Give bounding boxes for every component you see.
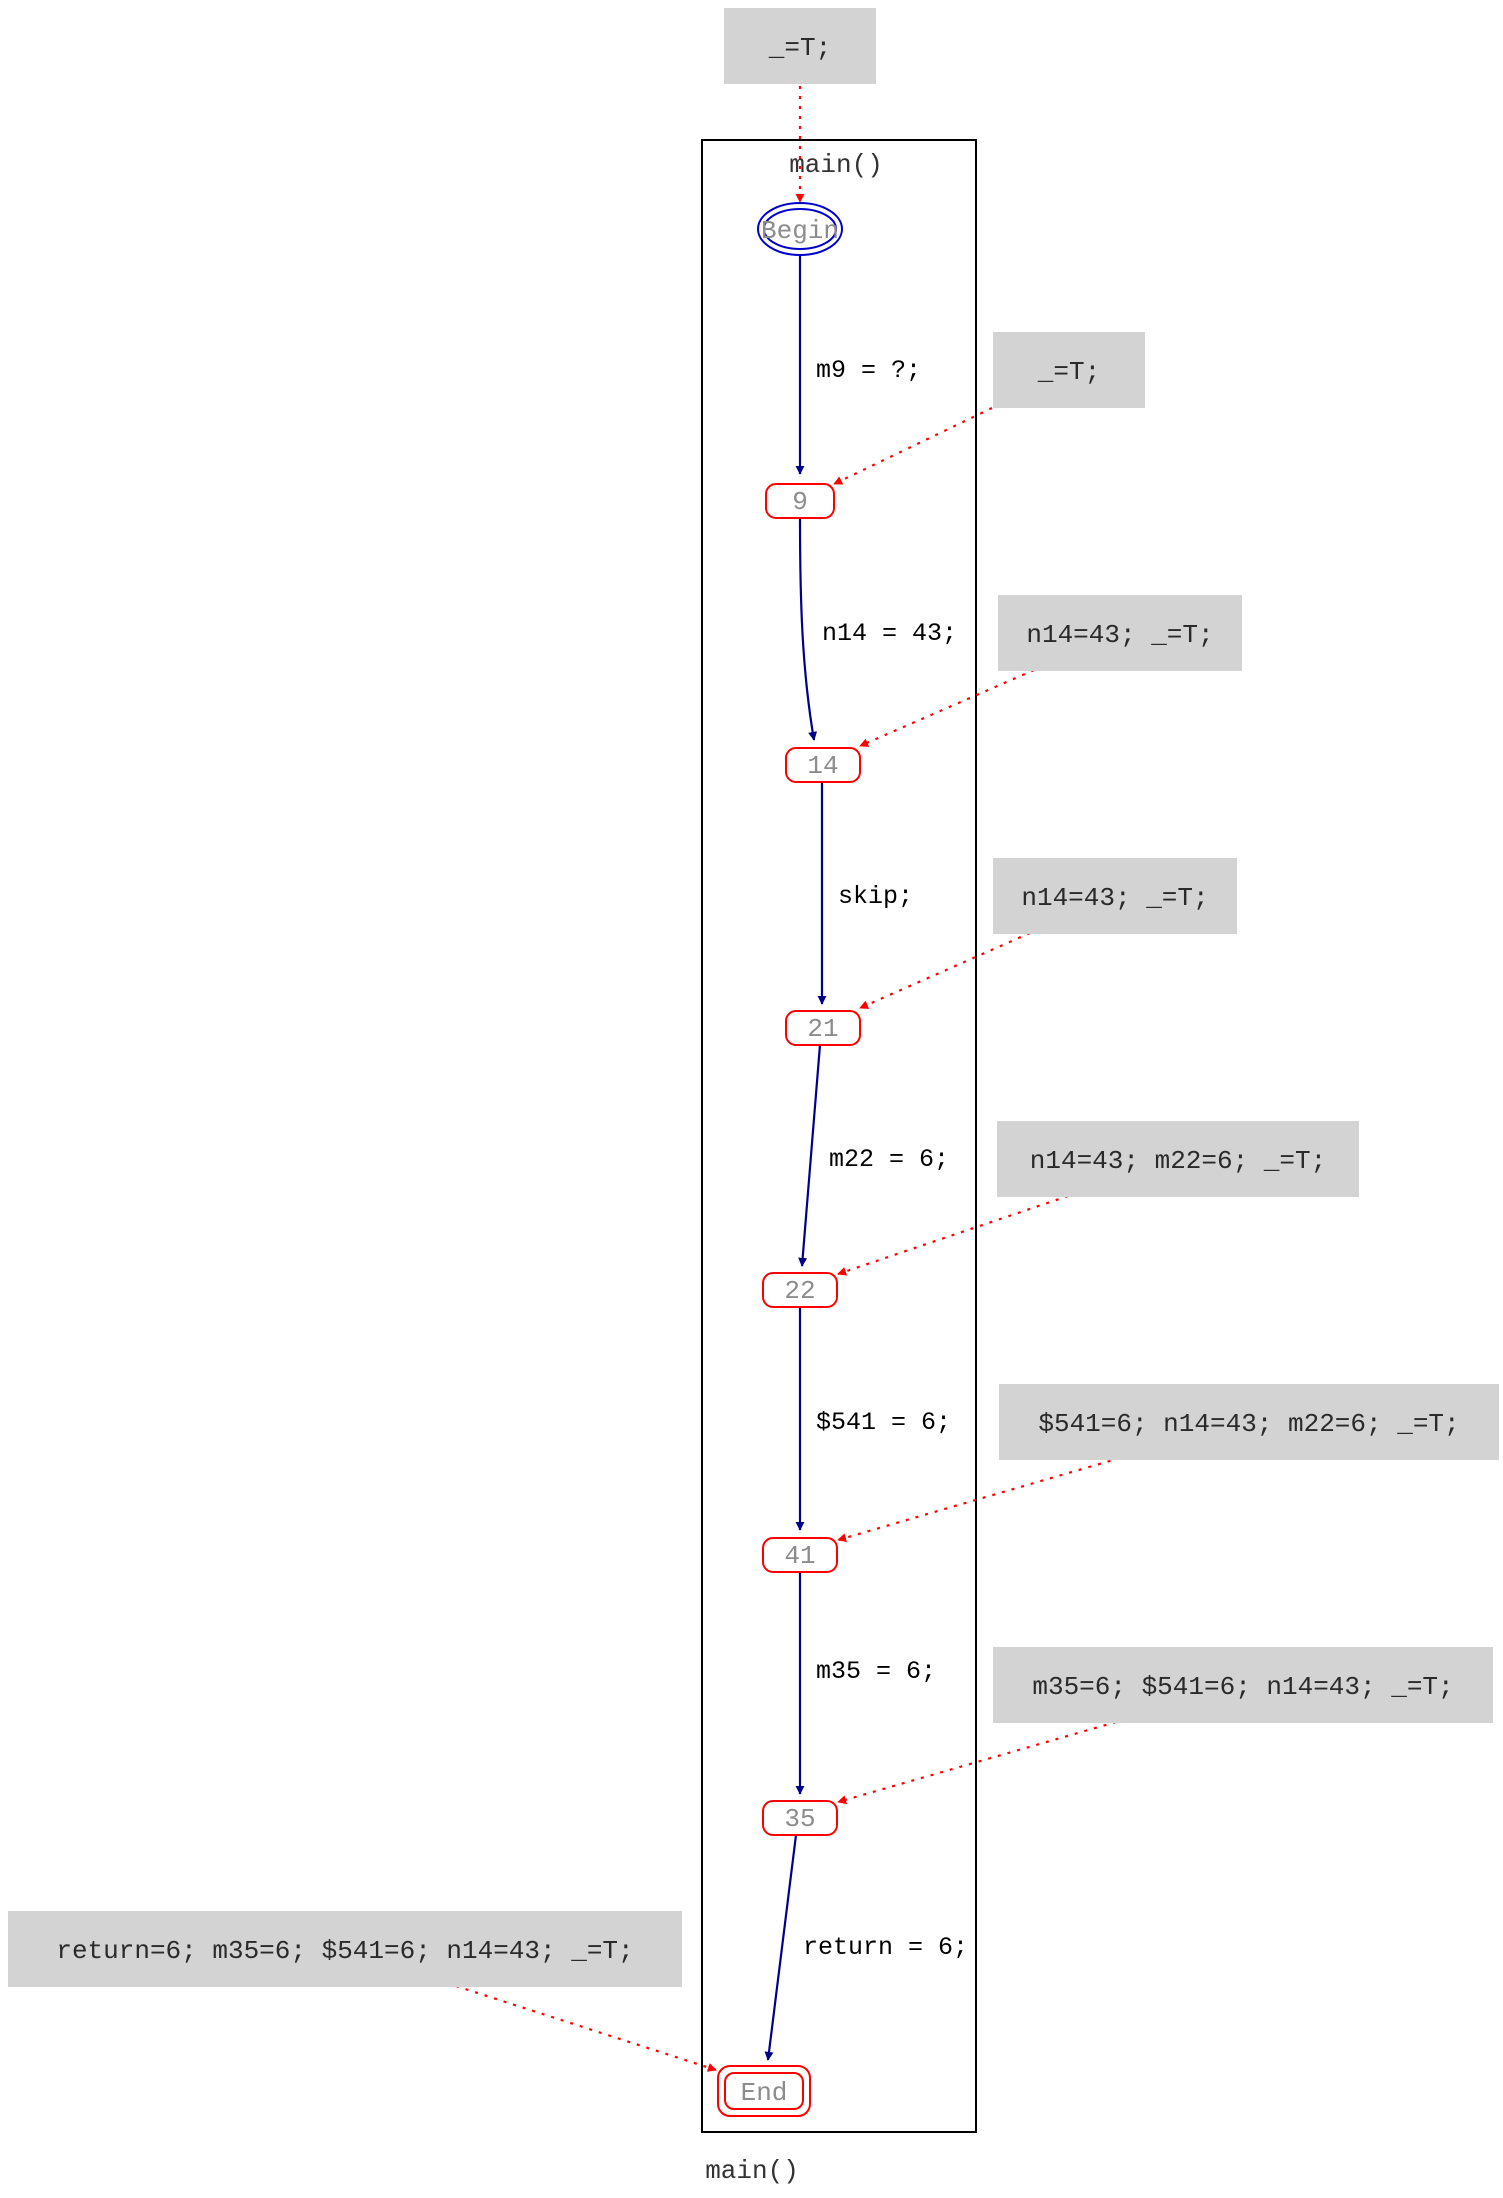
node-22-label: 22 bbox=[784, 1276, 815, 1306]
annotation-text-begin: _=T; bbox=[768, 33, 831, 63]
edge-label-6: m35 = 6; bbox=[816, 1657, 936, 1686]
annot-edge-14 bbox=[859, 668, 1035, 748]
annotation-text-14: n14=43; _=T; bbox=[1026, 620, 1213, 650]
annotation-text-41: $541=6; n14=43; m22=6; _=T; bbox=[1038, 1409, 1459, 1439]
annotations: _=T; _=T; n14=43; _=T; n14=43; _=T; n14=… bbox=[8, 8, 1499, 1987]
edge-labels: m9 = ?; n14 = 43; skip; m22 = 6; $541 = … bbox=[803, 356, 968, 1962]
edge-label-3: skip; bbox=[838, 882, 913, 911]
annotation-box-9: _=T; bbox=[993, 332, 1145, 408]
node-35-label: 35 bbox=[784, 1804, 815, 1834]
node-41[interactable]: 41 bbox=[762, 1537, 838, 1573]
node-end[interactable]: End bbox=[717, 2065, 811, 2117]
annotation-text-22: n14=43; m22=6; _=T; bbox=[1030, 1146, 1326, 1176]
edge-label-5: $541 = 6; bbox=[816, 1408, 951, 1437]
edge-35-end bbox=[764, 1834, 798, 2061]
annotation-box-end: return=6; m35=6; $541=6; n14=43; _=T; bbox=[8, 1911, 682, 1987]
annot-edge-end bbox=[455, 1984, 717, 2072]
annotation-box-41: $541=6; n14=43; m22=6; _=T; bbox=[999, 1384, 1499, 1460]
cluster-border bbox=[701, 139, 977, 2133]
annot-edge-35 bbox=[837, 1720, 1117, 1805]
annot-edge-9 bbox=[833, 407, 993, 485]
graph-label: main() bbox=[705, 2156, 799, 2186]
annot-edge-21 bbox=[859, 931, 1031, 1010]
node-22[interactable]: 22 bbox=[762, 1272, 838, 1308]
annotation-box-begin: _=T; bbox=[724, 8, 876, 84]
annotation-box-22: n14=43; m22=6; _=T; bbox=[997, 1121, 1359, 1197]
node-begin-label: Begin bbox=[761, 216, 839, 246]
cluster-label: main() bbox=[789, 150, 883, 180]
annotation-box-35: m35=6; $541=6; n14=43; _=T; bbox=[993, 1647, 1493, 1723]
edge-label-2: n14 = 43; bbox=[822, 619, 957, 648]
node-begin[interactable]: Begin bbox=[757, 202, 843, 256]
annotation-text-21: n14=43; _=T; bbox=[1021, 883, 1208, 913]
edge-label-4: m22 = 6; bbox=[829, 1145, 949, 1174]
node-9[interactable]: 9 bbox=[765, 483, 835, 519]
annotation-text-end: return=6; m35=6; $541=6; n14=43; _=T; bbox=[56, 1936, 633, 1966]
node-14-label: 14 bbox=[807, 751, 838, 781]
node-21-label: 21 bbox=[807, 1014, 838, 1044]
flow-edges bbox=[764, 255, 827, 2061]
nodes: Begin 9 14 21 22 41 35 End bbox=[717, 202, 861, 2117]
annotation-edges bbox=[455, 86, 1121, 2072]
node-9-label: 9 bbox=[792, 487, 808, 517]
cluster-main: main() bbox=[701, 139, 977, 2133]
annot-edge-41 bbox=[837, 1456, 1121, 1543]
annotation-text-35: m35=6; $541=6; n14=43; _=T; bbox=[1032, 1672, 1453, 1702]
node-21[interactable]: 21 bbox=[785, 1010, 861, 1046]
edge-label-7: return = 6; bbox=[803, 1933, 968, 1962]
node-35[interactable]: 35 bbox=[762, 1800, 838, 1836]
annot-edge-22 bbox=[837, 1194, 1069, 1276]
annotation-box-14: n14=43; _=T; bbox=[998, 595, 1242, 671]
node-41-label: 41 bbox=[784, 1541, 815, 1571]
annotation-text-9: _=T; bbox=[1037, 357, 1100, 387]
node-14[interactable]: 14 bbox=[785, 747, 861, 783]
node-end-label: End bbox=[741, 2078, 788, 2108]
edge-label-1: m9 = ?; bbox=[816, 356, 921, 385]
edge-9-14 bbox=[798, 517, 818, 741]
edge-21-22 bbox=[798, 1044, 822, 1267]
annotation-box-21: n14=43; _=T; bbox=[993, 858, 1237, 934]
